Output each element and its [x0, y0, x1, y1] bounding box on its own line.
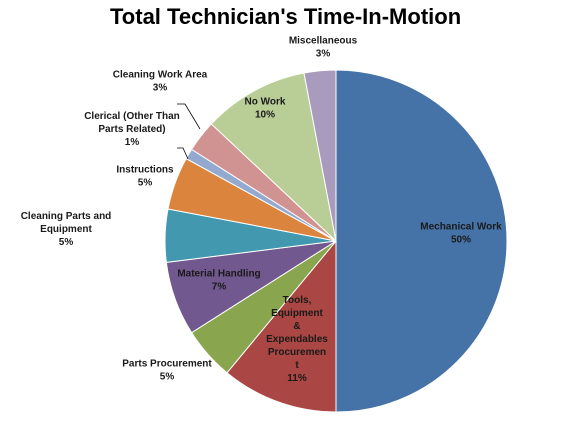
slice-label: Cleaning Parts and Equipment 5%: [21, 211, 112, 248]
slice-label: Tools, Equipment & Expendables Procuremen t 11…: [266, 295, 328, 384]
slice-label-name: Material Handling: [177, 269, 260, 280]
slice-label: Miscellaneous 3%: [289, 36, 358, 60]
slice-label-percent: 5%: [138, 178, 153, 189]
pie-slice-tools-equipment-expendables-procurement: [226, 239, 337, 413]
chart-title: Total Technician's Time-In-Motion: [110, 4, 462, 29]
slice-label-name: Clerical (Other Than: [84, 111, 180, 122]
slice-label-name: Procuremen: [268, 347, 326, 358]
label-leader-line: [177, 147, 189, 160]
pie-slice-no-work: [210, 72, 337, 243]
slice-label-name: No Work: [245, 97, 286, 108]
slice-label-percent: 10%: [255, 110, 275, 121]
slice-label: Instructions 5%: [116, 165, 174, 189]
slice-label-percent: 5%: [160, 372, 175, 383]
slice-label-name: Mechanical Work: [420, 222, 502, 233]
pie-slice-miscellaneous: [303, 69, 337, 242]
slice-label-name: Instructions: [116, 165, 174, 176]
pie-slice-mechanical-work: [335, 69, 508, 413]
slice-label: Cleaning Work Area 3%: [113, 70, 208, 94]
slice-label-name: t: [295, 360, 299, 371]
slice-label-name: Cleaning Parts and: [21, 211, 112, 222]
slice-label: No Work 10%: [245, 97, 286, 121]
slice-label: Parts Procurement 5%: [122, 359, 212, 383]
slice-label-name: Expendables: [266, 334, 328, 345]
slice-label-percent: 1%: [125, 137, 140, 148]
slice-label: Material Handling 7%: [177, 269, 260, 293]
label-leader-line: [177, 103, 201, 130]
slice-label-percent: 50%: [451, 235, 471, 246]
slice-label-name: Parts Procurement: [122, 359, 212, 370]
slice-label-name: Tools,: [283, 295, 312, 306]
slice-label-percent: 7%: [212, 282, 227, 293]
slice-label-percent: 3%: [153, 83, 168, 94]
slice-label-name: Miscellaneous: [289, 36, 358, 47]
slice-label: Mechanical Work 50%: [420, 222, 502, 246]
slice-label-name: Parts Related): [98, 124, 165, 135]
slice-label-percent: 5%: [59, 237, 74, 248]
slice-label-name: Cleaning Work Area: [113, 70, 208, 81]
slice-label: Clerical (Other Than Parts Related) 1%: [84, 111, 180, 148]
slice-label-name: Equipment: [40, 224, 92, 235]
slice-label-name: &: [293, 321, 300, 332]
slice-label-percent: 11%: [287, 373, 307, 384]
slice-label-name: Equipment: [271, 308, 323, 319]
slice-label-percent: 3%: [316, 49, 331, 60]
